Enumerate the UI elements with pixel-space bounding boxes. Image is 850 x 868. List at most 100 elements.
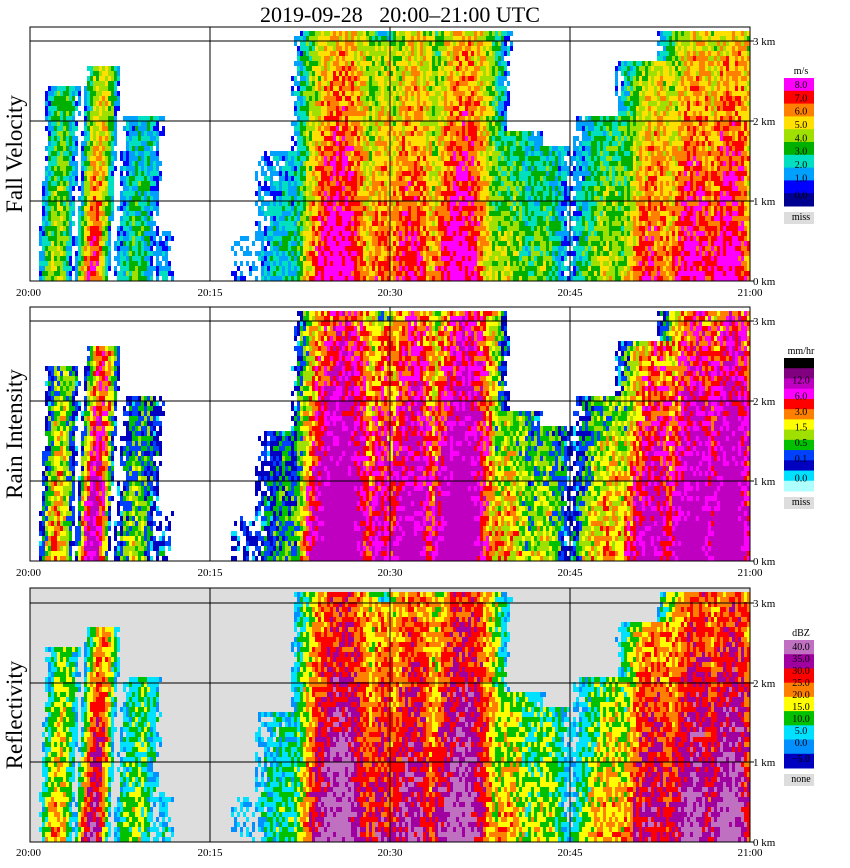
legend-swatch (784, 78, 814, 92)
legend-swatch (784, 753, 814, 769)
x-tick-label: 20:45 (557, 287, 583, 299)
x-tick-label: 20:00 (16, 847, 42, 859)
legend-swatch (784, 470, 814, 482)
plot-frame (29, 587, 751, 843)
legend-swatch (784, 668, 814, 684)
legend-swatch (784, 429, 814, 441)
y-tick-label: 3 km (753, 316, 776, 328)
x-tick-label: 21:00 (737, 287, 763, 299)
legend-unit: dBZ (792, 628, 810, 639)
legend-swatch (784, 154, 814, 169)
legend-swatch (784, 725, 814, 741)
y-tick-label: 2 km (753, 396, 776, 408)
legend-label: 25.0 (792, 678, 810, 689)
legend-label: 20.0 (792, 690, 810, 701)
y-tick-label: 2 km (753, 678, 776, 690)
legend-swatch (784, 103, 814, 117)
legend-label: 5.0 (795, 726, 808, 737)
legend-label: 2.0 (795, 160, 808, 171)
x-tick-label: 20:15 (197, 287, 223, 299)
legend-swatch (784, 180, 814, 194)
legend-label: 3.0 (795, 407, 808, 418)
plot-frame (29, 26, 751, 282)
legend-swatch (784, 409, 814, 420)
legend-label: 10.0 (792, 714, 810, 725)
y-tick-label: 1 km (753, 757, 776, 769)
legend: dBZ 40.035.030.025.020.015.010.05.00.0 −5.… (784, 628, 814, 786)
legend-missing-swatch (784, 212, 814, 224)
legend-swatch (784, 167, 814, 181)
legend-label: 7.0 (795, 93, 808, 104)
legend-swatch (784, 378, 814, 390)
legend-label: −5.0 (792, 754, 810, 765)
legend-swatch (784, 439, 814, 451)
x-tick-label: 20:15 (197, 847, 223, 859)
x-tick-label: 20:30 (377, 567, 403, 579)
legend-swatch (784, 193, 814, 207)
legend-swatch (784, 696, 814, 712)
y-tick-label: 0 km (753, 837, 776, 849)
legend-label: 1.5 (795, 423, 808, 434)
legend-missing-label: none (791, 774, 811, 785)
y-axis-label: Reflectivity (2, 660, 27, 769)
legend-missing-label: miss (792, 212, 810, 223)
legend: mm/hr 48.0 12.0 6.0 3.0 1.5 0.5 0.1 0.0 miss (784, 346, 815, 509)
legend-label: 30.0 (792, 666, 810, 677)
x-tick-label: 20:30 (377, 847, 403, 859)
y-axis-label: Rain Intensity (2, 369, 27, 499)
legend-label: 1.0 (795, 173, 808, 184)
legend-label: 5.0 (795, 120, 808, 131)
y-tick-label: 3 km (753, 36, 776, 48)
legend-swatch (784, 116, 814, 130)
y-tick-label: 0 km (753, 556, 776, 568)
x-tick-label: 20:45 (557, 847, 583, 859)
plot-frame (29, 306, 751, 562)
legend-swatch (784, 419, 814, 431)
legend-label: 35.0 (792, 654, 810, 665)
x-tick-label: 20:15 (197, 567, 223, 579)
x-tick-label: 20:30 (377, 287, 403, 299)
panel-rain-intensity: 0 km 1 km 2 km 3 km 20:00 20:15 20:30 20:45 21:0… (2, 306, 815, 579)
legend-unit: mm/hr (788, 346, 815, 357)
legend-label: 48.0 (792, 360, 810, 371)
legend-swatch (784, 654, 814, 669)
x-tick-label: 21:00 (737, 847, 763, 859)
x-tick-label: 20:00 (16, 567, 42, 579)
legend-label: 0.1 (795, 454, 808, 465)
legend-missing-label: miss (792, 497, 810, 508)
legend-label: 0.0 (795, 191, 808, 202)
y-tick-label: 2 km (753, 116, 776, 128)
legend-label: 6.0 (795, 107, 808, 118)
panel-reflectivity: 0 km 1 km 2 km 3 km 20:00 20:15 20:30 20:45 21:0… (2, 587, 814, 859)
legend-label: 8.0 (795, 80, 808, 91)
legend-swatch (784, 450, 814, 461)
legend-swatch (784, 129, 814, 143)
legend-label: 0.5 (795, 438, 808, 449)
legend-swatch (784, 398, 814, 410)
y-tick-label: 3 km (753, 598, 776, 610)
legend-label: 6.0 (795, 391, 808, 402)
legend-swatch (784, 358, 814, 369)
legend: m/s 8.0 7.0 6.0 5.0 4.0 3.0 2.0 1.0 0.0 miss (784, 66, 814, 224)
legend-label: 12.0 (792, 376, 810, 387)
legend-swatch (784, 142, 814, 156)
x-tick-label: 20:45 (557, 567, 583, 579)
legend-swatch (784, 682, 814, 698)
legend-swatch (784, 388, 814, 400)
legend-swatch (784, 711, 814, 726)
y-tick-label: 1 km (753, 476, 776, 488)
x-tick-label: 20:00 (16, 287, 42, 299)
legend-swatch (784, 460, 814, 472)
legend-missing-swatch (784, 497, 814, 509)
legend-swatch (784, 480, 814, 492)
y-tick-label: 0 km (753, 276, 776, 288)
chart-title: 2019-09-28 20:00–21:00 UTC (0, 0, 800, 30)
legend-swatch (784, 739, 814, 755)
y-tick-label: 1 km (753, 196, 776, 208)
legend-label: 40.0 (792, 642, 810, 653)
x-tick-label: 21:00 (737, 567, 763, 579)
legend-label: 3.0 (795, 147, 808, 158)
legend-swatch (784, 640, 814, 655)
legend-swatch (784, 90, 814, 105)
